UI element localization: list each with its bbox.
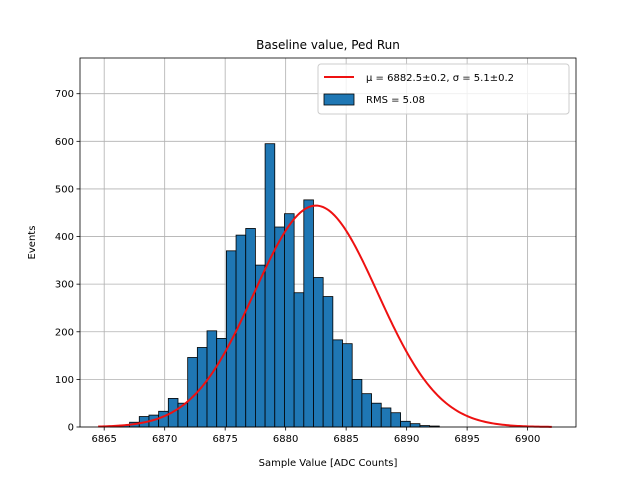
x-axis: 6865 6870 6875 6880 6885 6890 6895 6900	[91, 427, 540, 445]
x-tick-label: 6865	[91, 434, 116, 445]
histogram-bar	[361, 393, 372, 428]
legend: μ = 6882.5±0.2, σ = 5.1±0.2 RMS = 5.08	[317, 63, 570, 115]
histogram-bar	[303, 199, 314, 428]
legend-fit-label: μ = 6882.5±0.2, σ = 5.1±0.2	[366, 73, 514, 84]
legend-fit-sep: ,	[446, 73, 452, 84]
x-tick-label: 6875	[212, 434, 237, 445]
plot-frame	[79, 57, 577, 428]
x-tick-label: 6870	[152, 434, 177, 445]
histogram-bar	[332, 339, 343, 428]
y-tick-label: 0	[68, 423, 74, 434]
x-tick-label: 6895	[454, 434, 479, 445]
y-axis-title: Events	[27, 226, 38, 260]
histogram-bar	[284, 213, 295, 428]
legend-histogram-label: RMS = 5.08	[366, 95, 425, 106]
histogram-bar	[371, 402, 382, 428]
histogram-bar	[255, 264, 266, 428]
fit-curve	[98, 204, 552, 428]
histogram-bar	[274, 226, 285, 428]
histogram-bar	[400, 420, 411, 428]
x-tick-label: 6900	[515, 434, 540, 445]
histogram-bar	[322, 296, 334, 428]
y-tick-label: 100	[55, 375, 74, 386]
histogram-bar	[351, 378, 363, 428]
x-axis-title: Sample Value [ADC Counts]	[259, 458, 398, 469]
y-axis: 0 100 200 300 400 500 600 700	[55, 89, 80, 434]
histogram-bar	[342, 343, 353, 428]
histogram-bar	[235, 234, 247, 428]
histogram-bar	[293, 292, 305, 428]
fit-curve-group	[98, 204, 552, 428]
x-tick-label: 6890	[394, 434, 419, 445]
legend-histogram-swatch	[323, 93, 355, 106]
histogram-bar	[409, 423, 421, 428]
y-tick-label: 700	[55, 89, 74, 100]
y-tick-label: 300	[55, 280, 74, 291]
histogram-bar	[245, 228, 256, 428]
histogram-bar	[158, 410, 169, 428]
histogram-bar	[380, 407, 392, 428]
histogram-bar	[313, 277, 324, 428]
y-tick-label: 500	[55, 184, 74, 195]
histogram-bar	[264, 143, 276, 428]
histogram-bar	[390, 412, 401, 428]
chart-title: Baseline value, Ped Run	[256, 38, 400, 52]
x-tick-label: 6880	[273, 434, 298, 445]
legend-box	[317, 63, 570, 115]
y-tick-label: 400	[55, 232, 74, 243]
y-tick-label: 200	[55, 327, 74, 338]
y-tick-label: 600	[55, 137, 74, 148]
x-tick-label: 6885	[333, 434, 358, 445]
legend-fit-mu: μ = 6882.5±0.2	[366, 73, 446, 84]
legend-fit-sigma: σ = 5.1±0.2	[453, 73, 514, 84]
